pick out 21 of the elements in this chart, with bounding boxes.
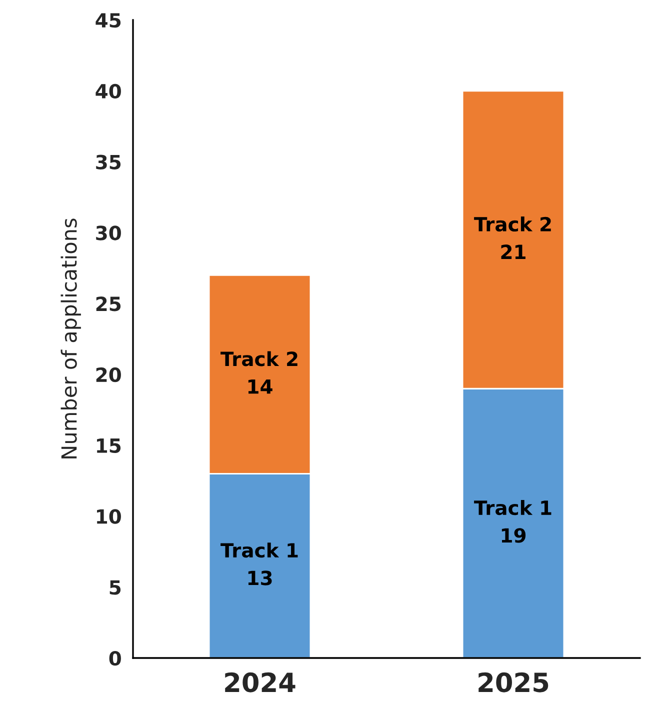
data-label: 13 <box>248 570 272 586</box>
y-tick-label: 0 <box>109 650 121 666</box>
text: Track 2 <box>474 216 551 232</box>
y-tick-label: 15 <box>97 438 121 453</box>
y-tick-label: 45 <box>96 13 121 28</box>
x-tick-label: 2025 <box>478 672 548 692</box>
y-tick-label: 30 <box>96 226 121 240</box>
data-label: 21 <box>501 244 526 259</box>
y-tick-label: 25 <box>96 296 121 312</box>
x-tick-label: 2024 <box>225 672 296 692</box>
data-label: 14 <box>248 379 272 394</box>
series-label: Track 2 <box>220 351 298 366</box>
y-tick-label: 40 <box>96 84 121 99</box>
text: Track 1 <box>474 500 552 516</box>
y-tick-label: 10 <box>97 509 121 524</box>
y-tick-label: 20 <box>96 367 121 382</box>
data-label: 19 <box>502 528 526 543</box>
y-axis-title: Number of applications <box>60 218 81 458</box>
y-tick-label: 35 <box>96 154 121 170</box>
y-tick-label: 5 <box>110 580 121 595</box>
series-label: Track 1 <box>220 542 298 558</box>
